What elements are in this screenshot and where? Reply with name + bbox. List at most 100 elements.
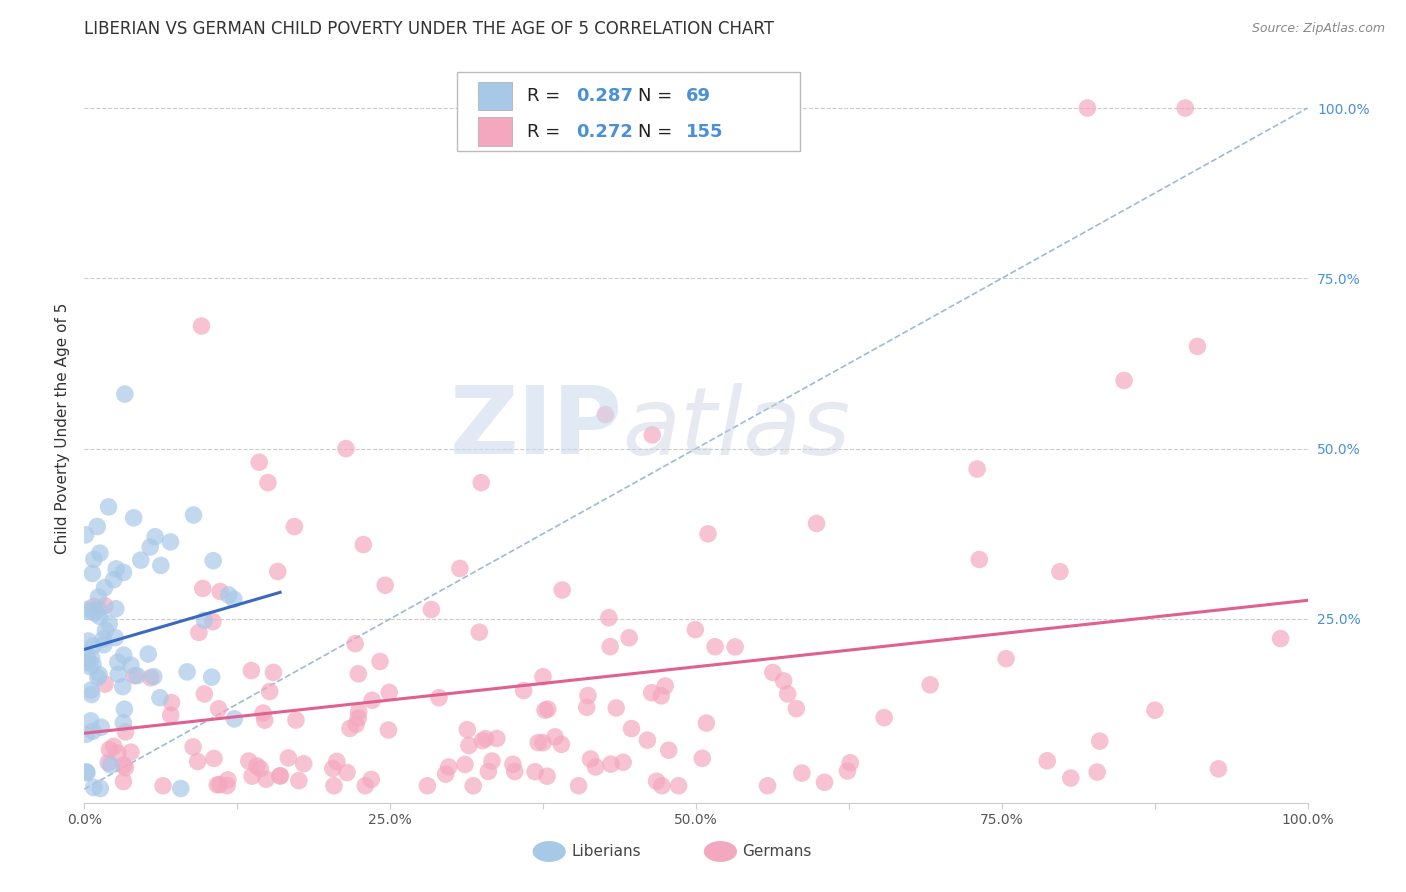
- Point: [704, 640, 727, 654]
- Point: [1174, 101, 1197, 115]
- Point: [344, 717, 367, 731]
- Point: [544, 730, 567, 744]
- Point: [120, 745, 142, 759]
- Point: [347, 711, 370, 725]
- Point: [502, 757, 524, 772]
- Point: [292, 756, 315, 771]
- Point: [1085, 765, 1108, 780]
- Point: [361, 693, 384, 707]
- Point: [354, 779, 377, 793]
- Point: [90, 720, 112, 734]
- Point: [336, 765, 359, 780]
- Point: [1076, 101, 1098, 115]
- Point: [80, 688, 103, 702]
- Point: [222, 592, 245, 607]
- Point: [690, 751, 713, 765]
- Point: [579, 752, 602, 766]
- Point: [1060, 771, 1083, 785]
- Point: [503, 764, 526, 779]
- Point: [160, 696, 183, 710]
- Point: [785, 701, 807, 715]
- Point: [969, 552, 991, 566]
- Point: [129, 553, 152, 567]
- Point: [920, 678, 942, 692]
- Point: [339, 722, 361, 736]
- Point: [1114, 374, 1136, 388]
- Point: [104, 601, 127, 615]
- Point: [685, 623, 707, 637]
- Point: [201, 670, 224, 684]
- Point: [277, 751, 299, 765]
- Point: [617, 631, 640, 645]
- Point: [139, 540, 162, 554]
- Point: [368, 655, 391, 669]
- Circle shape: [704, 842, 737, 862]
- Point: [193, 613, 215, 627]
- Point: [80, 683, 103, 698]
- Point: [122, 511, 145, 525]
- Point: [193, 687, 215, 701]
- Point: [107, 655, 129, 669]
- Point: [449, 561, 471, 575]
- Point: [87, 590, 110, 604]
- Point: [269, 769, 291, 783]
- Point: [218, 588, 240, 602]
- Point: [534, 703, 557, 717]
- Point: [76, 651, 98, 665]
- Text: 69: 69: [686, 87, 711, 105]
- Point: [98, 742, 121, 756]
- Bar: [478, 117, 513, 145]
- Point: [756, 779, 779, 793]
- Point: [697, 526, 720, 541]
- Point: [645, 774, 668, 789]
- Point: [207, 702, 229, 716]
- Point: [249, 762, 271, 776]
- Point: [93, 581, 115, 595]
- Point: [595, 408, 617, 422]
- Point: [650, 689, 672, 703]
- Point: [790, 766, 813, 780]
- Point: [83, 780, 105, 795]
- Point: [143, 530, 166, 544]
- Text: 0.272: 0.272: [576, 122, 633, 141]
- Point: [94, 677, 117, 691]
- Point: [620, 722, 643, 736]
- Point: [176, 665, 198, 679]
- FancyBboxPatch shape: [457, 72, 800, 151]
- Point: [89, 781, 111, 796]
- Point: [111, 680, 134, 694]
- Point: [524, 764, 547, 779]
- Point: [247, 455, 270, 469]
- Point: [89, 609, 111, 624]
- Point: [142, 670, 165, 684]
- Point: [91, 632, 114, 646]
- Point: [152, 779, 174, 793]
- Point: [82, 566, 104, 581]
- Point: [217, 772, 239, 787]
- Point: [120, 658, 142, 673]
- Point: [347, 666, 370, 681]
- Point: [1036, 754, 1059, 768]
- Point: [378, 685, 401, 699]
- Point: [112, 648, 135, 662]
- Point: [995, 651, 1018, 665]
- Point: [485, 731, 508, 746]
- Point: [651, 779, 673, 793]
- Point: [97, 500, 120, 514]
- Point: [76, 602, 98, 616]
- Point: [420, 602, 443, 616]
- Point: [352, 538, 374, 552]
- Point: [605, 701, 627, 715]
- Point: [112, 702, 135, 716]
- Point: [208, 777, 231, 791]
- Point: [159, 708, 181, 723]
- Point: [103, 573, 125, 587]
- Point: [207, 778, 229, 792]
- Point: [551, 582, 574, 597]
- Point: [641, 428, 664, 442]
- Point: [112, 758, 135, 772]
- Point: [112, 715, 135, 730]
- Point: [477, 764, 499, 779]
- Point: [82, 639, 104, 653]
- Point: [1088, 734, 1111, 748]
